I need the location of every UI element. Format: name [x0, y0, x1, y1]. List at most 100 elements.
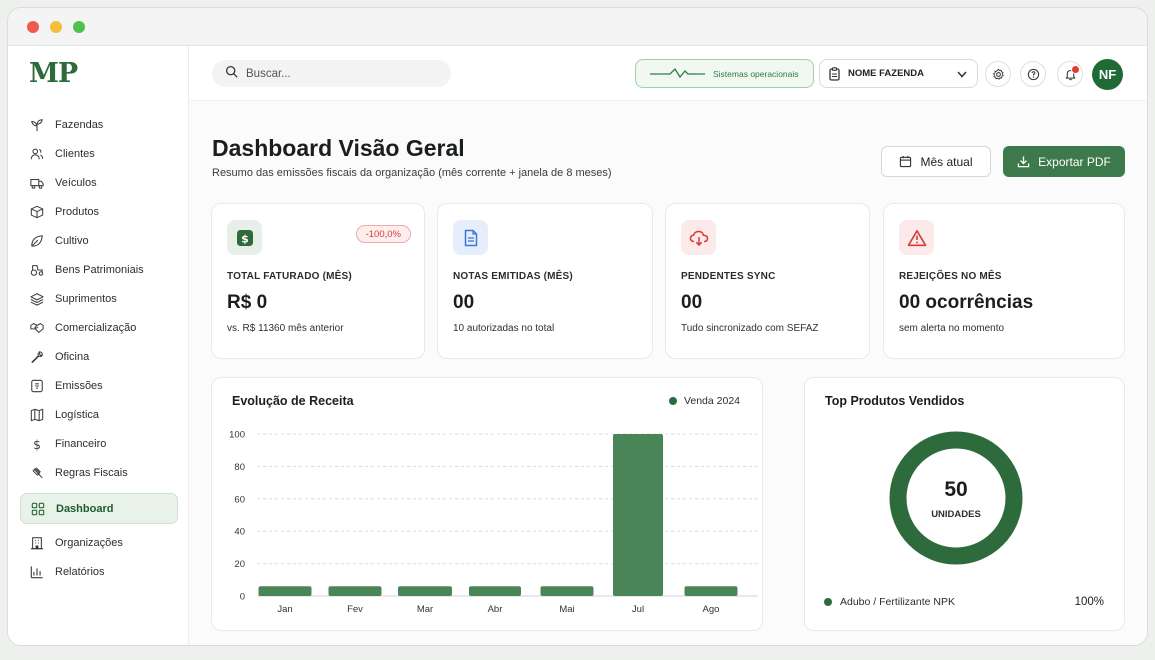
warning-icon — [899, 220, 934, 255]
close-window-button[interactable] — [27, 20, 39, 33]
current-month-button[interactable]: Mês atual — [881, 146, 991, 177]
layers-icon — [30, 292, 44, 306]
sidebar-item-produtos[interactable]: Produtos — [20, 197, 178, 226]
document-icon — [453, 220, 488, 255]
map-icon — [30, 408, 44, 422]
y-tick-label: 40 — [234, 527, 245, 538]
kpi-label: PENDENTES SYNC — [681, 271, 776, 282]
pulse-icon — [650, 67, 713, 81]
sidebar-item-oficina[interactable]: Oficina — [20, 342, 178, 371]
sidebar-item-label: Relatórios — [55, 565, 105, 578]
page-title: Dashboard Visão Geral — [212, 135, 465, 161]
product-percent: 100% — [1074, 596, 1104, 608]
x-tick-label: Abr — [488, 604, 503, 615]
main-content: Dashboard Visão Geral Resumo das emissõe… — [189, 101, 1147, 645]
search-box[interactable] — [212, 60, 451, 87]
kpi-value: 00 — [453, 292, 475, 313]
kpi-note: Tudo sincronizado com SEFAZ — [681, 323, 819, 334]
sidebar-item-dashboard[interactable]: Dashboard — [20, 493, 178, 524]
top-products-donut — [889, 431, 1023, 565]
kpi-label: NOTAS EMITIDAS (MÊS) — [453, 271, 573, 282]
page-subtitle: Resumo das emissões fiscais da organizaç… — [212, 167, 612, 179]
calendar-icon — [899, 155, 912, 168]
sidebar-item-label: Oficina — [55, 350, 90, 363]
tractor-icon — [30, 263, 44, 277]
sidebar-item-label: Financeiro — [55, 437, 107, 450]
sidebar-item-label: Comercialização — [55, 321, 137, 334]
maximize-window-button[interactable] — [73, 20, 85, 33]
sidebar-item-suprimentos[interactable]: Suprimentos — [20, 284, 178, 313]
kpi-note: vs. R$ 11360 mês anterior — [227, 323, 344, 334]
bar-ago[interactable] — [684, 586, 738, 596]
bar-jan[interactable] — [258, 586, 312, 596]
sidebar-item-clientes[interactable]: Clientes — [20, 139, 178, 168]
x-tick-label: Fev — [347, 604, 363, 615]
kpi-card-pending-sync: PENDENTES SYNC 00 Tudo sincronizado com … — [665, 203, 870, 359]
donut-center-value: 50 — [944, 478, 968, 501]
gear-icon — [992, 68, 1005, 81]
bar-mar[interactable] — [398, 586, 452, 596]
sidebar-item-financeiro[interactable]: $ Financeiro — [20, 429, 178, 458]
x-tick-label: Mar — [417, 604, 433, 615]
bar-chart-icon — [30, 565, 44, 579]
minimize-window-button[interactable] — [50, 20, 62, 33]
sidebar-item-label: Cultivo — [55, 234, 89, 247]
sidebar-item-logistica[interactable]: Logística — [20, 400, 178, 429]
donut-ring — [889, 431, 1023, 565]
export-pdf-button[interactable]: Exportar PDF — [1003, 146, 1125, 177]
clipboard-icon — [829, 66, 840, 81]
notifications-button[interactable] — [1057, 61, 1083, 87]
farm-selector[interactable]: NOME FAZENDA — [819, 59, 978, 88]
grid-icon — [31, 502, 45, 516]
top-products-card: Top Produtos Vendidos 50 UNIDADES Adubo … — [804, 377, 1125, 631]
x-tick-label: Mai — [559, 604, 574, 615]
notification-badge — [1071, 65, 1080, 74]
sidebar-item-label: Bens Patrimoniais — [55, 263, 144, 276]
revenue-chart-card: Evolução de Receita Venda 2024 0 20 40 60 80… — [211, 377, 763, 631]
help-button[interactable] — [1020, 61, 1046, 87]
product-label: Adubo / Fertilizante NPK — [840, 596, 955, 608]
sidebar-item-fazendas[interactable]: Fazendas — [20, 110, 178, 139]
bar-jul[interactable] — [613, 434, 663, 596]
kpi-label: REJEIÇÕES NO MÊS — [899, 271, 1002, 282]
svg-text:$: $ — [241, 232, 249, 245]
bar-fev[interactable] — [328, 586, 382, 596]
app-logo[interactable]: MP — [29, 58, 78, 89]
x-tick-label: Ago — [703, 604, 720, 615]
sidebar-item-bens-patrimoniais[interactable]: Bens Patrimoniais — [20, 255, 178, 284]
sidebar-item-organizacoes[interactable]: Organizações — [20, 528, 178, 557]
box-icon — [30, 205, 44, 219]
wrench-icon — [30, 350, 44, 364]
search-icon — [225, 65, 238, 83]
sprout-icon — [30, 118, 44, 132]
revenue-chart-title: Evolução de Receita — [232, 394, 354, 408]
y-tick-label: 80 — [234, 462, 245, 473]
sidebar-item-label: Dashboard — [56, 502, 114, 515]
sidebar-item-comercializacao[interactable]: Comercialização — [20, 313, 178, 342]
sidebar-item-veiculos[interactable]: Veículos — [20, 168, 178, 197]
sidebar-item-label: Clientes — [55, 147, 95, 160]
chevron-down-icon — [956, 68, 968, 83]
sidebar-item-cultivo[interactable]: Cultivo — [20, 226, 178, 255]
settings-button[interactable] — [985, 61, 1011, 87]
sidebar-item-label: Logística — [55, 408, 100, 421]
y-tick-label: 0 — [240, 592, 245, 603]
sidebar-item-emissoes[interactable]: Emissões — [20, 371, 178, 400]
export-pdf-label: Exportar PDF — [1038, 154, 1111, 169]
kpi-card-rejections: REJEIÇÕES NO MÊS 00 ocorrências sem aler… — [883, 203, 1125, 359]
product-swatch — [824, 598, 832, 606]
truck-icon — [30, 176, 44, 190]
sidebar-item-label: Suprimentos — [55, 292, 117, 305]
system-status-badge[interactable]: Sistemas operacionais — [635, 59, 814, 88]
user-avatar[interactable]: NF — [1092, 59, 1123, 90]
bar-mai[interactable] — [540, 586, 594, 596]
revenue-bar-chart: 0 20 40 60 80 100 Jan Fev Mar Abr Mai Jul Ago — [229, 430, 758, 615]
sidebar-item-regras-fiscais[interactable]: Regras Fiscais — [20, 458, 178, 487]
system-status-label: Sistemas operacionais — [713, 68, 799, 79]
sidebar-item-relatorios[interactable]: Relatórios — [20, 557, 178, 586]
building-icon — [30, 536, 44, 550]
search-input[interactable] — [246, 67, 426, 80]
x-tick-label: Jul — [632, 604, 644, 615]
kpi-label: TOTAL FATURADO (MÊS) — [227, 271, 352, 282]
bar-abr[interactable] — [469, 586, 521, 596]
